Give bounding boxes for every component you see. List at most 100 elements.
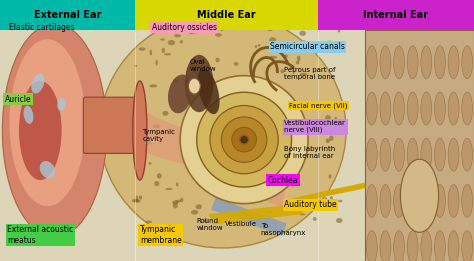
Circle shape	[210, 105, 278, 174]
FancyArrow shape	[211, 198, 287, 236]
Ellipse shape	[300, 73, 308, 76]
Ellipse shape	[155, 181, 159, 186]
Ellipse shape	[215, 58, 220, 62]
Text: Cochlea: Cochlea	[268, 176, 298, 185]
Text: Round
window: Round window	[197, 218, 223, 231]
Ellipse shape	[366, 231, 377, 261]
Ellipse shape	[366, 138, 377, 171]
Ellipse shape	[194, 28, 198, 33]
Bar	[318, 0, 474, 30]
Ellipse shape	[407, 92, 418, 125]
Text: Middle Ear: Middle Ear	[197, 10, 255, 20]
Ellipse shape	[462, 138, 473, 171]
Circle shape	[239, 135, 249, 144]
Ellipse shape	[380, 138, 391, 171]
Ellipse shape	[337, 29, 340, 32]
Ellipse shape	[143, 141, 151, 145]
Ellipse shape	[325, 197, 328, 202]
Ellipse shape	[137, 139, 142, 144]
Ellipse shape	[393, 185, 404, 217]
Text: Tympanic
membrane: Tympanic membrane	[140, 225, 182, 245]
Text: Elastic cartilages: Elastic cartilages	[9, 23, 75, 32]
Ellipse shape	[148, 162, 152, 165]
Circle shape	[221, 117, 267, 162]
Ellipse shape	[136, 195, 138, 201]
Ellipse shape	[134, 143, 140, 147]
Ellipse shape	[421, 138, 432, 171]
Ellipse shape	[435, 185, 446, 217]
Ellipse shape	[272, 27, 274, 30]
Ellipse shape	[407, 231, 418, 261]
Ellipse shape	[448, 138, 459, 171]
Ellipse shape	[435, 92, 446, 125]
Ellipse shape	[407, 46, 418, 79]
Ellipse shape	[336, 218, 343, 223]
Ellipse shape	[462, 92, 473, 125]
Ellipse shape	[326, 138, 330, 143]
Polygon shape	[142, 110, 284, 209]
Ellipse shape	[172, 200, 178, 205]
Ellipse shape	[330, 196, 333, 200]
Text: Oval
window: Oval window	[190, 59, 216, 72]
Ellipse shape	[175, 200, 181, 203]
Bar	[0, 30, 365, 261]
Ellipse shape	[234, 62, 238, 66]
Text: Internal Ear: Internal Ear	[363, 10, 428, 20]
Ellipse shape	[338, 200, 343, 202]
Ellipse shape	[407, 185, 418, 217]
Ellipse shape	[150, 50, 152, 56]
Polygon shape	[209, 204, 303, 224]
Ellipse shape	[462, 231, 473, 261]
Ellipse shape	[149, 84, 157, 87]
Ellipse shape	[180, 24, 187, 29]
Text: To
nasopharynx: To nasopharynx	[261, 223, 306, 236]
Ellipse shape	[133, 25, 137, 28]
Bar	[365, 30, 474, 261]
Ellipse shape	[132, 199, 139, 202]
Ellipse shape	[168, 75, 192, 113]
Text: External Ear: External Ear	[34, 10, 101, 20]
Ellipse shape	[2, 23, 107, 238]
Ellipse shape	[188, 78, 200, 94]
Ellipse shape	[448, 92, 459, 125]
Ellipse shape	[283, 55, 288, 58]
Ellipse shape	[407, 138, 418, 171]
Ellipse shape	[204, 218, 208, 223]
Ellipse shape	[272, 46, 276, 49]
Circle shape	[240, 136, 248, 144]
Text: Vestibule: Vestibule	[225, 222, 257, 227]
Ellipse shape	[380, 231, 391, 261]
Ellipse shape	[448, 231, 459, 261]
Text: Auricle: Auricle	[5, 95, 31, 104]
Ellipse shape	[462, 185, 473, 217]
Ellipse shape	[164, 53, 171, 56]
Ellipse shape	[268, 211, 272, 213]
Text: Facial nerve (VII): Facial nerve (VII)	[289, 103, 347, 109]
Text: External acoustic
meatus: External acoustic meatus	[7, 225, 73, 245]
Ellipse shape	[255, 45, 257, 48]
Ellipse shape	[40, 161, 55, 178]
Ellipse shape	[57, 98, 66, 111]
Ellipse shape	[421, 231, 432, 261]
Ellipse shape	[173, 203, 178, 209]
Ellipse shape	[297, 56, 301, 61]
Ellipse shape	[281, 69, 284, 74]
Ellipse shape	[19, 81, 62, 180]
Ellipse shape	[168, 40, 175, 45]
Ellipse shape	[303, 40, 306, 44]
Ellipse shape	[9, 39, 85, 206]
Ellipse shape	[328, 129, 334, 132]
Ellipse shape	[176, 182, 179, 187]
Ellipse shape	[335, 117, 337, 122]
Ellipse shape	[146, 221, 152, 223]
Ellipse shape	[133, 81, 147, 180]
Ellipse shape	[325, 115, 331, 121]
Ellipse shape	[448, 46, 459, 79]
Ellipse shape	[366, 185, 377, 217]
Ellipse shape	[174, 34, 181, 37]
Ellipse shape	[366, 92, 377, 125]
Ellipse shape	[435, 231, 446, 261]
Ellipse shape	[24, 106, 33, 124]
Ellipse shape	[380, 185, 391, 217]
Text: Petrous part of
temporal bone: Petrous part of temporal bone	[284, 67, 336, 80]
